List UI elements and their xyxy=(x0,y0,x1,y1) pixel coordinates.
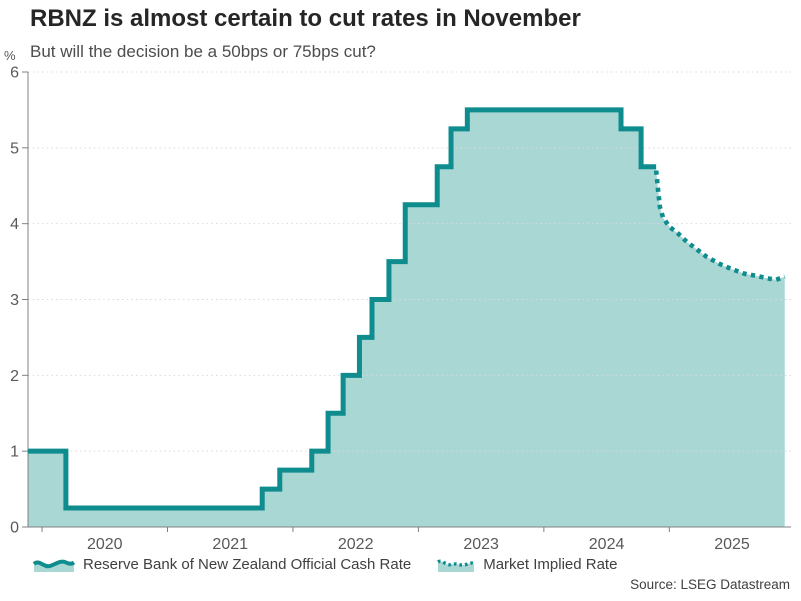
chart-legend: Reserve Bank of New Zealand Official Cas… xyxy=(33,556,617,573)
legend-item-official-cash-rate: Reserve Bank of New Zealand Official Cas… xyxy=(33,556,411,573)
y-tick-label: 5 xyxy=(10,140,19,157)
source-attribution: Source: LSEG Datastream xyxy=(630,577,790,592)
y-tick-label: 2 xyxy=(10,368,19,385)
x-tick-label: 2024 xyxy=(589,536,625,553)
x-tick-label: 2022 xyxy=(338,536,374,553)
y-tick-label: 1 xyxy=(10,444,19,461)
x-tick-label: 2023 xyxy=(463,536,499,553)
y-tick-label: 6 xyxy=(10,65,19,82)
y-tick-label: 3 xyxy=(10,292,19,309)
chart-subtitle: But will the decision be a 50bps or 75bp… xyxy=(30,42,376,61)
chart-title: RBNZ is almost certain to cut rates in N… xyxy=(30,5,581,32)
legend-item-market-implied-rate: Market Implied Rate xyxy=(437,556,617,573)
y-axis-unit-label: % xyxy=(4,48,16,63)
y-tick-label: 4 xyxy=(10,216,19,233)
x-tick-label: 2020 xyxy=(87,536,123,553)
x-tick-label: 2025 xyxy=(714,536,750,553)
solid-area-legend-icon xyxy=(33,559,75,572)
y-tick-label: 0 xyxy=(10,520,19,537)
legend-label: Market Implied Rate xyxy=(483,556,618,573)
x-tick-label: 2021 xyxy=(212,536,248,553)
dotted-area-legend-icon xyxy=(437,559,476,572)
market-implied-rate-line xyxy=(653,170,786,283)
area-fill xyxy=(28,109,785,528)
legend-label: Reserve Bank of New Zealand Official Cas… xyxy=(83,556,412,573)
official-cash-rate-line xyxy=(28,107,657,511)
